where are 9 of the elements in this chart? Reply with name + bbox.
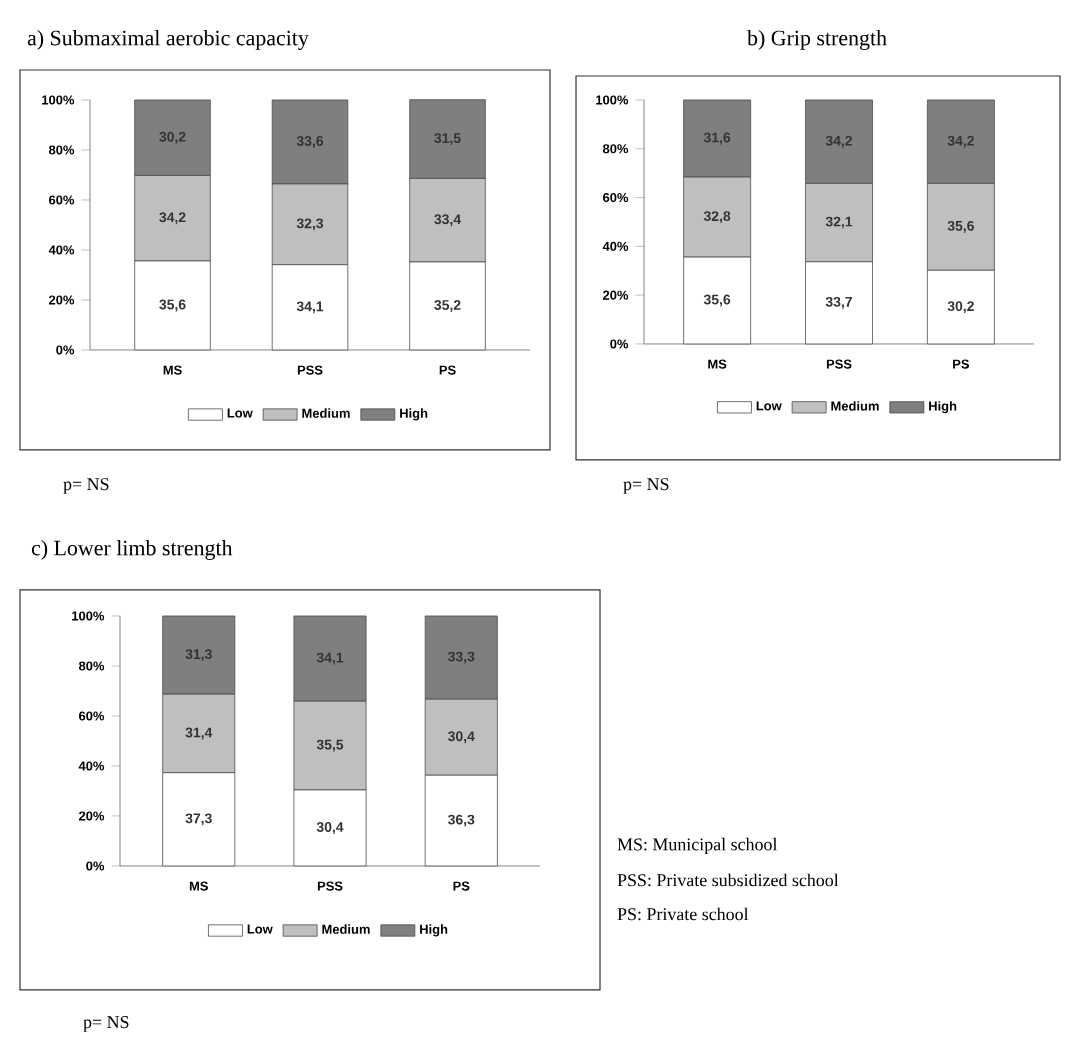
chart-title: c) Lower limb strength xyxy=(31,540,233,560)
text: PSS: Private subsidized school xyxy=(617,873,839,887)
text: p= NS xyxy=(63,478,109,494)
text: PS: Private school xyxy=(617,907,749,921)
chart-title: b) Grip strength xyxy=(747,30,887,50)
text: p= NS xyxy=(83,1016,129,1032)
chart-title: a) Submaximal aerobic capacity xyxy=(27,30,309,50)
text: p= NS xyxy=(623,478,669,494)
text: MS: Municipal school xyxy=(617,837,778,855)
